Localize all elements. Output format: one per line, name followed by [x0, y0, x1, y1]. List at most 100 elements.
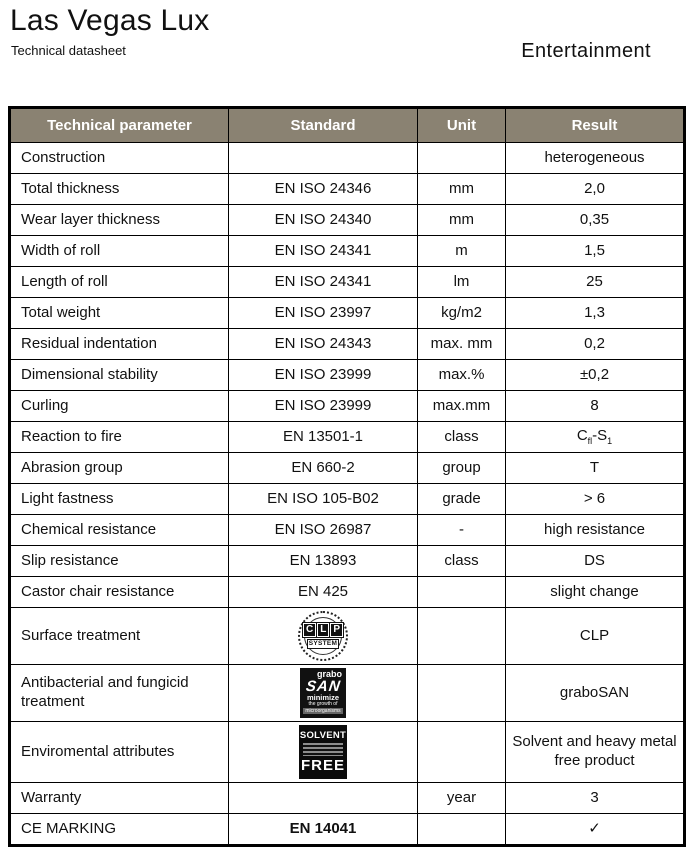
unit-cell: class	[417, 545, 506, 577]
standard-cell: EN 425	[228, 576, 418, 608]
table-row: Residual indentation EN ISO 24343 max. mm 0…	[9, 328, 685, 360]
unit-cell	[417, 664, 506, 722]
standard-cell: grabo SAN minimize the growth of microorgani…	[228, 664, 418, 722]
standard-cell: EN ISO 24343	[228, 328, 418, 360]
table-row: Warranty year 3	[9, 782, 685, 814]
unit-cell	[417, 721, 506, 783]
result-cell: DS	[505, 545, 685, 577]
table-header-row: Technical parameter Standard Unit Result	[9, 107, 685, 143]
standard-cell: EN 660-2	[228, 452, 418, 484]
standard-cell: EN ISO 23999	[228, 359, 418, 391]
result-cell: > 6	[505, 483, 685, 515]
table-row: Total weight EN ISO 23997 kg/m2 1,3	[9, 297, 685, 329]
standard-cell: EN 13501-1	[228, 421, 418, 453]
grabosan-logo-icon: grabo SAN minimize the growth of microorgani…	[300, 668, 346, 718]
standard-cell: C L P SYSTEM	[228, 607, 418, 665]
unit-cell: class	[417, 421, 506, 453]
standard-cell	[228, 782, 418, 814]
column-header-technical-parameter: Technical parameter	[9, 107, 229, 143]
table-row: Enviromental attributes SOLVENT FREE Solven…	[9, 721, 685, 783]
parameter-cell: Antibacterial and fungicid treatment	[9, 664, 229, 722]
table-row: Width of roll EN ISO 24341 m 1,5	[9, 235, 685, 267]
table-row: Chemical resistance EN ISO 26987- high res…	[9, 514, 685, 546]
parameter-cell: Wear layer thickness	[9, 204, 229, 236]
result-cell: Solvent and heavy metal free product	[505, 721, 685, 783]
standard-cell: EN ISO 26987	[228, 514, 418, 546]
parameter-cell: Abrasion group	[9, 452, 229, 484]
parameter-cell: Enviromental attributes	[9, 721, 229, 783]
unit-cell	[417, 142, 506, 174]
standard-cell: EN 13893	[228, 545, 418, 577]
result-cell: 8	[505, 390, 685, 422]
result-cell: 1,5	[505, 235, 685, 267]
result-cell: 3	[505, 782, 685, 814]
table-row: CE MARKING EN 14041 ✓	[9, 813, 685, 846]
unit-cell	[417, 607, 506, 665]
parameter-cell: Length of roll	[9, 266, 229, 298]
unit-cell: kg/m2	[417, 297, 506, 329]
result-cell: 25	[505, 266, 685, 298]
result-cell: 0,2	[505, 328, 685, 360]
parameter-cell: Surface treatment	[9, 607, 229, 665]
standard-cell: EN ISO 23997	[228, 297, 418, 329]
table-row: Slip resistance EN 13893 class DS	[9, 545, 685, 577]
table-row: Surface treatment C L P SYSTEM CLP	[9, 607, 685, 665]
result-cell: heterogeneous	[505, 142, 685, 174]
unit-cell: mm	[417, 173, 506, 205]
parameter-cell: Dimensional stability	[9, 359, 229, 391]
unit-cell	[417, 576, 506, 608]
standard-cell: EN ISO 24341	[228, 235, 418, 267]
product-title: Las Vegas Lux	[10, 4, 210, 37]
parameter-cell: Slip resistance	[9, 545, 229, 577]
result-cell: ±0,2	[505, 359, 685, 391]
table-row: Construction heterogeneous	[9, 142, 685, 174]
result-cell: CLP	[505, 607, 685, 665]
result-cell: high resistance	[505, 514, 685, 546]
parameter-cell: Light fastness	[9, 483, 229, 515]
table-row: Total thickness EN ISO 24346 mm 2,0	[9, 173, 685, 205]
unit-cell: -	[417, 514, 506, 546]
unit-cell: year	[417, 782, 506, 814]
standard-cell: SOLVENT FREE	[228, 721, 418, 783]
unit-cell: max.%	[417, 359, 506, 391]
standard-cell: EN ISO 23999	[228, 390, 418, 422]
unit-cell: mm	[417, 204, 506, 236]
standard-cell: EN ISO 24340	[228, 204, 418, 236]
result-cell: 0,35	[505, 204, 685, 236]
table-row: Abrasion group EN 660-2 group T	[9, 452, 685, 484]
parameter-cell: Reaction to fire	[9, 421, 229, 453]
standard-cell: EN ISO 24346	[228, 173, 418, 205]
table-row: Castor chair resistance EN 425 slight chan…	[9, 576, 685, 608]
table-row: Light fastness EN ISO 105-B02 grade > 6	[9, 483, 685, 515]
result-cell: 1,3	[505, 297, 685, 329]
unit-cell: m	[417, 235, 506, 267]
standard-cell: EN ISO 24341	[228, 266, 418, 298]
result-cell: ✓	[505, 813, 685, 846]
table-row: Reaction to fire EN 13501-1 class Cfl-S1	[9, 421, 685, 453]
unit-cell	[417, 813, 506, 846]
parameter-cell: Width of roll	[9, 235, 229, 267]
parameter-cell: CE MARKING	[9, 813, 229, 846]
parameter-cell: Castor chair resistance	[9, 576, 229, 608]
unit-cell: group	[417, 452, 506, 484]
parameter-cell: Warranty	[9, 782, 229, 814]
parameter-cell: Total weight	[9, 297, 229, 329]
table-row: Wear layer thickness EN ISO 24340 mm 0,35	[9, 204, 685, 236]
table-row: Curling EN ISO 23999 max.mm 8	[9, 390, 685, 422]
parameter-cell: Chemical resistance	[9, 514, 229, 546]
table-row: Antibacterial and fungicid treatment grab…	[9, 664, 685, 722]
unit-cell: lm	[417, 266, 506, 298]
unit-cell: max.mm	[417, 390, 506, 422]
category-label: Entertainment	[521, 40, 651, 62]
column-header-standard: Standard	[228, 107, 418, 143]
parameter-cell: Construction	[9, 142, 229, 174]
column-header-result: Result	[505, 107, 685, 143]
result-cell: graboSAN	[505, 664, 685, 722]
standard-cell	[228, 142, 418, 174]
result-cell: T	[505, 452, 685, 484]
column-header-unit: Unit	[417, 107, 506, 143]
technical-datasheet-table: Technical parameter Standard Unit Result…	[8, 106, 686, 847]
solvent-free-logo-icon: SOLVENT FREE	[299, 725, 347, 779]
table-row: Length of roll EN ISO 24341 lm 25	[9, 266, 685, 298]
result-cell: 2,0	[505, 173, 685, 205]
